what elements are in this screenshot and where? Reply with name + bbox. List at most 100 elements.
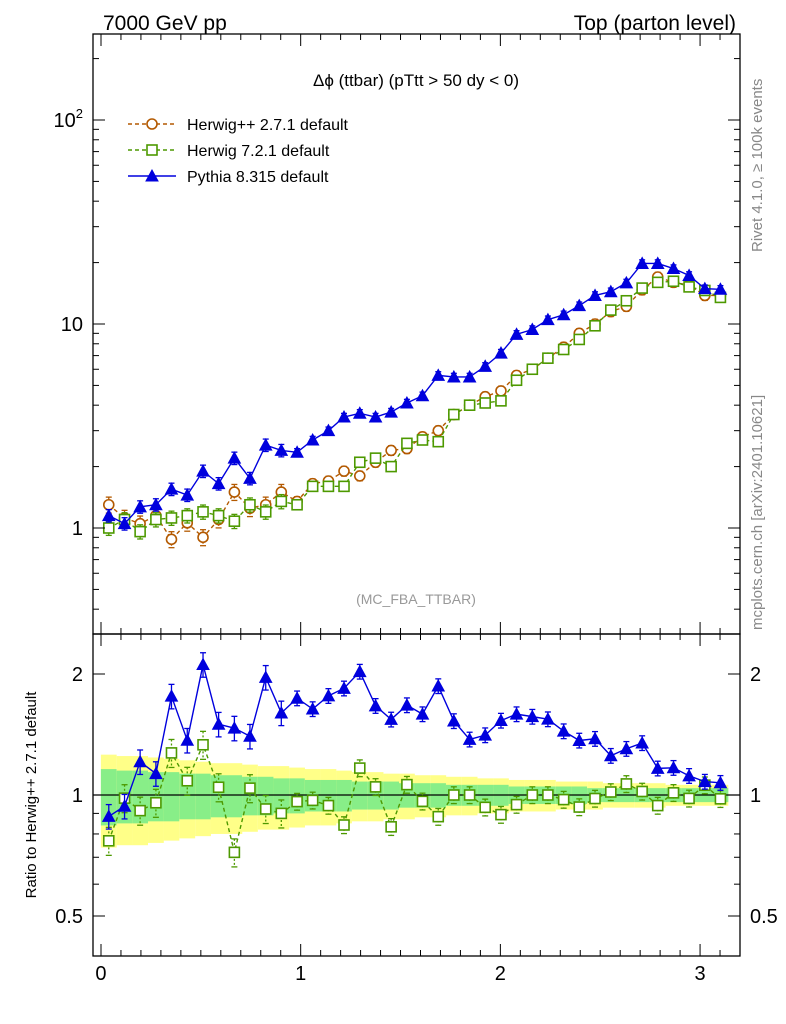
data-point <box>401 778 413 791</box>
data-point <box>102 498 115 511</box>
data-point <box>604 304 617 316</box>
data-point <box>197 738 209 751</box>
data-point <box>479 397 491 409</box>
data-point <box>306 480 319 493</box>
data-point <box>415 707 430 720</box>
data-point <box>635 735 649 749</box>
data-point <box>227 721 242 734</box>
data-point <box>117 516 132 530</box>
main-axis: 1 10 102 <box>54 58 740 610</box>
data-point <box>462 732 477 745</box>
data-point <box>448 789 460 801</box>
series-line-0 <box>108 276 721 541</box>
ratio-y-tick-label-right: 0.5 <box>750 906 778 928</box>
chart-title: Δϕ (ttbar) (pTtt > 50 dy < 0) <box>313 71 519 90</box>
data-point <box>541 712 555 725</box>
legend-label: Herwig 7.2.1 default <box>187 143 330 160</box>
data-point <box>134 525 146 538</box>
watermark: (MC_FBA_TTBAR) <box>356 591 476 607</box>
data-point <box>228 515 241 527</box>
data-point <box>713 775 728 789</box>
ratio-ylabel: Ratio to Herwig++ 2.7.1 default <box>23 691 40 899</box>
data-point <box>244 498 256 511</box>
ratio-y-tick-label: 0.5 <box>55 906 83 928</box>
data-point <box>635 256 649 269</box>
ratio-series-layer <box>101 652 728 868</box>
data-point <box>572 298 587 312</box>
data-point <box>353 456 366 469</box>
ratio-panel: 0.5 0.5 1 1 2 2 Ratio to Herwig++ 2.7.1 defau… <box>23 633 778 957</box>
data-point <box>650 256 665 269</box>
data-point <box>305 701 320 715</box>
data-point <box>259 803 272 815</box>
data-point <box>526 789 539 801</box>
data-point <box>275 807 288 820</box>
data-point <box>416 795 429 808</box>
ratio-y-tick-label-right: 1 <box>750 785 761 807</box>
data-point <box>636 282 648 294</box>
data-point <box>228 846 241 859</box>
x-tick-label: 2 <box>495 963 506 985</box>
data-point <box>714 793 727 805</box>
data-point <box>683 281 695 293</box>
data-point <box>557 793 570 806</box>
x-tick-label: 0 <box>95 963 106 985</box>
legend-label: Herwig++ 2.7.1 default <box>187 117 349 134</box>
data-point <box>259 506 272 518</box>
data-point <box>495 385 507 397</box>
data-point <box>181 774 194 787</box>
x-tick-label: 1 <box>295 963 306 985</box>
x-axis: 0 1 2 3 <box>95 34 721 985</box>
data-point <box>682 268 696 281</box>
data-point <box>150 796 162 809</box>
data-point <box>463 789 476 801</box>
main-series-layer <box>101 256 728 549</box>
data-point <box>385 444 397 457</box>
data-point <box>322 799 335 812</box>
data-point <box>478 359 493 372</box>
data-point <box>368 698 383 712</box>
data-point <box>305 432 320 446</box>
data-point <box>145 168 159 182</box>
data-point <box>274 443 289 456</box>
data-point <box>573 801 586 813</box>
data-point <box>619 741 634 755</box>
data-point <box>165 512 178 524</box>
data-point <box>619 275 634 289</box>
data-point <box>337 409 351 423</box>
data-point <box>164 689 179 702</box>
data-point <box>416 434 429 446</box>
data-point <box>385 821 397 833</box>
band-inner <box>163 772 180 822</box>
data-point <box>133 499 147 513</box>
data-point <box>196 464 210 477</box>
data-point <box>542 789 554 801</box>
data-point <box>211 717 226 730</box>
data-point <box>258 670 273 683</box>
data-point <box>462 369 477 383</box>
data-point <box>212 781 225 794</box>
ratio-y-tick-label: 2 <box>72 664 83 686</box>
data-point <box>149 766 163 780</box>
data-point <box>338 465 350 477</box>
data-point <box>556 724 571 737</box>
ratio-y-tick-label: 1 <box>72 785 83 807</box>
data-point <box>526 363 539 376</box>
data-point <box>274 705 289 719</box>
ratio-y-tick-label-right: 2 <box>750 664 761 686</box>
data-point <box>368 409 383 423</box>
data-point <box>290 691 304 704</box>
data-point <box>321 688 336 702</box>
band-inner <box>100 769 117 826</box>
data-point <box>666 760 681 774</box>
data-point <box>510 798 523 811</box>
data-point <box>322 480 335 493</box>
data-point <box>369 781 382 793</box>
data-point <box>244 782 256 794</box>
band-inner <box>226 775 243 818</box>
data-point <box>682 768 696 782</box>
data-point <box>573 333 586 346</box>
data-point <box>243 471 257 484</box>
data-point <box>432 424 445 437</box>
data-point <box>401 437 413 450</box>
